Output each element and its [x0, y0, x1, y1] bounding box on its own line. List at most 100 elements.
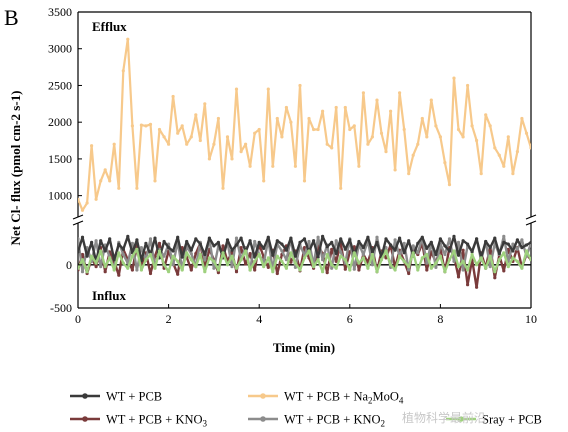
- data-point: [94, 239, 98, 243]
- data-point: [352, 245, 356, 249]
- data-point: [80, 270, 85, 274]
- data-point: [339, 254, 343, 258]
- data-point: [366, 266, 370, 270]
- data-point: [239, 150, 243, 154]
- data-point: [361, 252, 365, 257]
- data-point: [511, 256, 515, 260]
- data-point: [253, 239, 257, 244]
- data-point: [352, 267, 356, 271]
- data-point: [176, 235, 180, 239]
- data-point: [393, 248, 397, 252]
- data-point: [78, 197, 80, 201]
- data-point: [429, 240, 433, 244]
- data-point: [207, 236, 211, 240]
- data-point: [456, 265, 461, 269]
- data-point: [389, 243, 393, 247]
- data-point: [244, 249, 248, 253]
- data-point: [148, 122, 153, 126]
- data-point: [398, 236, 402, 240]
- data-point: [524, 243, 529, 247]
- x-tick-label: 2: [166, 312, 172, 326]
- axis-break-mark: [525, 220, 537, 226]
- data-point: [402, 241, 406, 245]
- data-point: [203, 102, 207, 106]
- data-point: [171, 249, 175, 253]
- data-point: [334, 259, 338, 263]
- data-point: [407, 265, 411, 269]
- data-point: [280, 249, 284, 253]
- data-point: [194, 265, 198, 269]
- data-point: [225, 238, 230, 242]
- data-point: [280, 135, 284, 139]
- data-point: [370, 135, 374, 139]
- data-point: [171, 254, 175, 258]
- data-point: [148, 252, 153, 257]
- y-tick-label: 2000: [48, 115, 72, 129]
- data-point: [325, 245, 329, 249]
- data-point: [167, 142, 171, 146]
- data-point: [375, 240, 379, 244]
- data-point: [171, 94, 175, 99]
- data-point: [443, 244, 447, 248]
- data-point: [293, 265, 297, 269]
- data-point: [330, 266, 334, 270]
- data-point: [407, 172, 411, 176]
- data-point: [434, 261, 438, 265]
- data-point: [502, 251, 506, 255]
- data-point: [135, 268, 139, 272]
- data-point: [493, 146, 497, 150]
- data-point: [524, 131, 529, 135]
- data-point: [452, 249, 456, 253]
- data-point: [434, 265, 438, 269]
- data-point: [280, 259, 284, 263]
- data-point: [307, 249, 311, 253]
- data-point: [275, 239, 279, 243]
- data-point: [148, 271, 153, 276]
- data-point: [262, 246, 266, 250]
- data-point: [325, 271, 329, 275]
- data-point: [416, 241, 420, 245]
- data-point: [198, 138, 202, 143]
- data-point: [321, 258, 325, 262]
- legend-label: WT + PCB + KNO2: [284, 413, 385, 429]
- data-point: [126, 234, 130, 238]
- data-point: [452, 76, 456, 80]
- data-point: [212, 266, 216, 270]
- data-point: [307, 116, 311, 121]
- x-tick-label: 0: [75, 312, 81, 326]
- data-point: [244, 262, 248, 266]
- data-point: [234, 87, 239, 91]
- data-point: [284, 248, 288, 252]
- data-point: [456, 275, 461, 279]
- data-point: [103, 249, 107, 253]
- data-point: [189, 248, 193, 252]
- data-point: [180, 124, 184, 128]
- data-point: [103, 270, 107, 274]
- data-point: [248, 164, 252, 168]
- data-point: [85, 254, 89, 258]
- data-point: [466, 242, 470, 246]
- data-point: [139, 246, 143, 250]
- data-point: [456, 127, 461, 132]
- data-point: [167, 270, 171, 274]
- data-point: [506, 265, 510, 269]
- data-point: [266, 235, 270, 239]
- data-point: [461, 248, 465, 252]
- data-point: [212, 259, 216, 263]
- data-point: [484, 266, 488, 270]
- axis-break-mark: [525, 214, 537, 220]
- data-point: [271, 270, 275, 274]
- legend-marker: [82, 416, 88, 422]
- data-point: [497, 153, 501, 157]
- data-point: [524, 249, 529, 253]
- data-point: [466, 283, 470, 287]
- data-point: [511, 172, 515, 176]
- data-point: [302, 179, 307, 183]
- data-point: [266, 265, 270, 269]
- data-point: [198, 242, 202, 246]
- data-point: [484, 113, 488, 117]
- data-point: [420, 256, 424, 260]
- data-point: [80, 235, 85, 239]
- data-point: [117, 242, 121, 246]
